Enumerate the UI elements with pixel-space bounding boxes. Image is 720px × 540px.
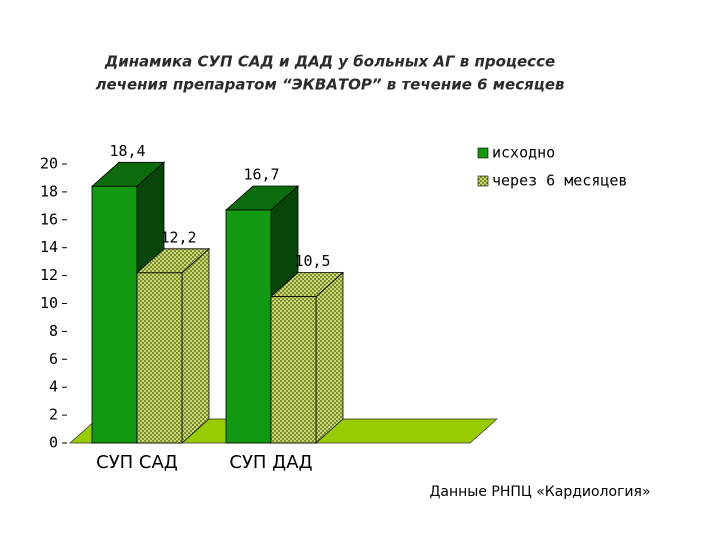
chart-title: Динамика СУП САД и ДАД у больных АГ в пр… [104, 53, 555, 71]
data-label: 10,5 [294, 252, 330, 270]
y-tick-label: 0 [49, 434, 58, 452]
bar-side [315, 271, 344, 444]
bar-front [136, 272, 183, 444]
chart-title: лечения препаратом “ЭКВАТОР” в течение 6… [95, 76, 564, 94]
bar-side [181, 247, 210, 444]
data-label: 18,4 [109, 142, 145, 160]
x-tick-label: СУП ДАД [229, 452, 312, 473]
legend-label: через 6 месяцев [492, 172, 627, 190]
data-label: 12,2 [160, 228, 196, 246]
legend-label: исходно [492, 144, 555, 162]
y-tick-label: 20 [40, 155, 58, 173]
y-tick-label: 14 [40, 238, 58, 256]
bar-front [270, 296, 317, 444]
y-tick-label: 8 [49, 322, 58, 340]
bar [269, 271, 345, 444]
y-tick-label: 10 [40, 294, 58, 312]
y-tick-label: 2 [49, 406, 58, 424]
y-tick-label: 16 [40, 210, 58, 228]
data-label: 16,7 [243, 166, 279, 184]
y-tick-label: 4 [49, 378, 58, 396]
y-tick-label: 12 [40, 266, 58, 284]
source-note: Данные РНПЦ «Кардиология» [429, 484, 650, 500]
y-tick-label: 18 [40, 182, 58, 200]
bar-front [225, 209, 272, 444]
bar-front [91, 185, 138, 444]
legend-swatch [477, 147, 489, 159]
x-tick-label: СУП САД [96, 452, 178, 473]
legend-swatch [477, 175, 489, 187]
y-tick-label: 6 [49, 350, 58, 368]
bar [135, 247, 211, 444]
